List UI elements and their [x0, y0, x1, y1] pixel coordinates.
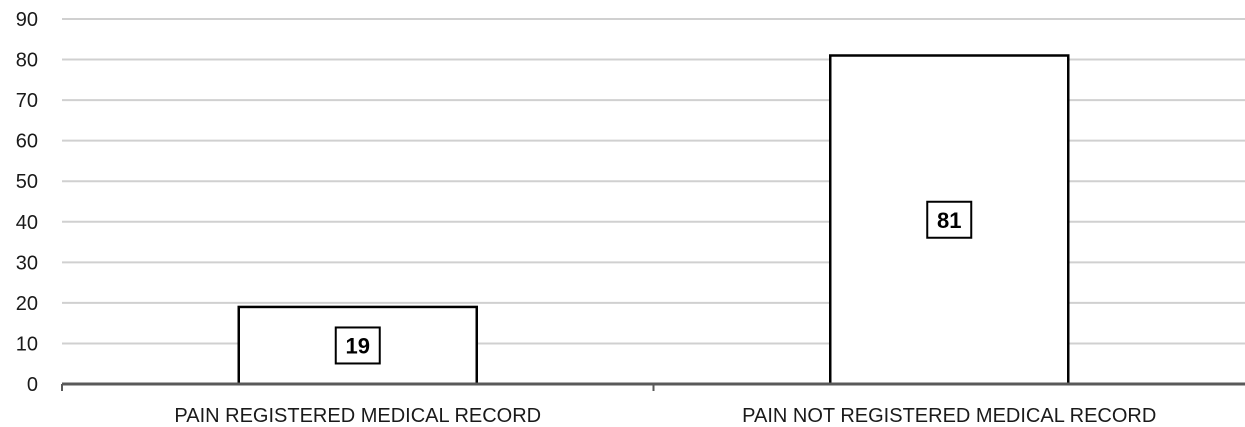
- y-tick-label: 0: [27, 374, 38, 396]
- x-axis: [61, 382, 1245, 391]
- y-tick-label: 70: [16, 90, 38, 112]
- y-axis-tick-labels: 0 10 20 30 40 50 60 70 80 90: [16, 9, 38, 396]
- data-label: 81: [937, 208, 961, 233]
- y-tick-label: 80: [16, 50, 38, 72]
- y-tick-label: 40: [16, 212, 38, 234]
- x-category-label: PAIN REGISTERED MEDICAL RECORD: [174, 405, 541, 427]
- y-tick-label: 10: [16, 333, 38, 355]
- x-category-label: PAIN NOT REGISTERED MEDICAL RECORD: [742, 405, 1156, 427]
- data-label: 19: [346, 333, 370, 358]
- bar: [237, 305, 478, 386]
- data-label-box: [926, 200, 973, 239]
- y-tick-label: 20: [16, 293, 38, 315]
- gridlines: [62, 18, 1245, 345]
- y-tick-label: 50: [16, 171, 38, 193]
- x-axis-category-labels: PAIN REGISTERED MEDICAL RECORD PAIN NOT R…: [174, 405, 1156, 427]
- y-tick-label: 60: [16, 131, 38, 153]
- y-tick-label: 90: [16, 9, 38, 31]
- y-tick-label: 30: [16, 252, 38, 274]
- data-label-box: [334, 326, 381, 365]
